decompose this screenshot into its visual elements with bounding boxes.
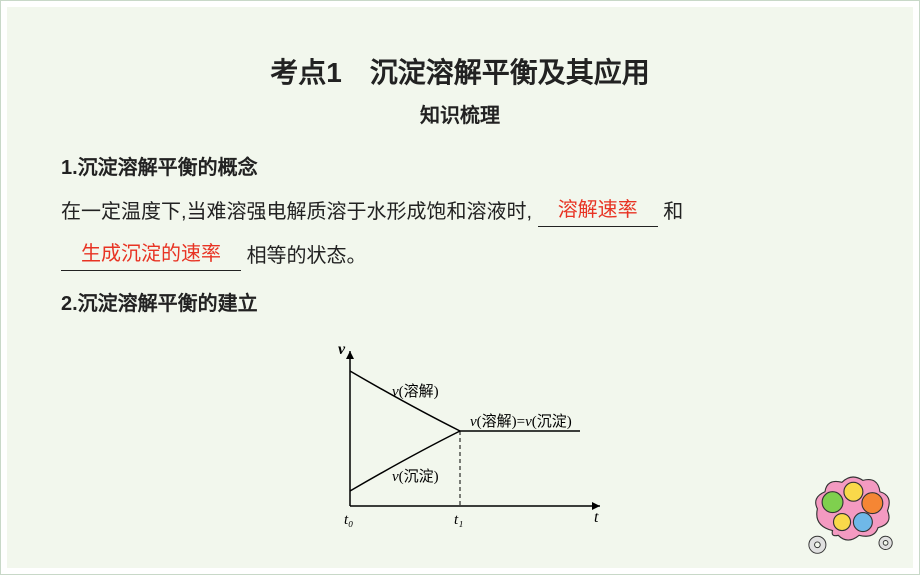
diagram-svg: v v(溶解) v(沉淀) v(溶解)=v(沉淀) t₀ t₁ t (310, 336, 610, 536)
sub-title: 知识梳理 (61, 99, 859, 128)
svg-text:v(沉淀): v(沉淀) (392, 468, 439, 485)
svg-text:t₀: t₀ (344, 512, 353, 528)
text-fragment: 在一定温度下,当难溶强电解质溶于水形成饱和溶液时, (61, 201, 532, 223)
svg-text:v: v (338, 341, 346, 358)
svg-text:v(溶解)=v(沉淀): v(溶解)=v(沉淀) (470, 413, 572, 430)
fill-blank-2: 生成沉淀的速率 (61, 242, 241, 271)
brain-icon (804, 469, 899, 564)
slide-content: 考点1 沉淀溶解平衡及其应用 知识梳理 1.沉淀溶解平衡的概念 在一定温度下,当… (1, 1, 919, 574)
equilibrium-diagram: v v(溶解) v(沉淀) v(溶解)=v(沉淀) t₀ t₁ t (61, 336, 859, 536)
main-title: 考点1 沉淀溶解平衡及其应用 (61, 51, 859, 91)
svg-text:v(溶解): v(溶解) (392, 383, 439, 400)
text-fragment: 和 (663, 201, 683, 223)
body-text-block: 1.沉淀溶解平衡的概念 在一定温度下,当难溶强电解质溶于水形成饱和溶液时, 溶解… (61, 146, 859, 326)
text-fragment: 相等的状态。 (247, 245, 367, 267)
section-1-heading: 1.沉淀溶解平衡的概念 (61, 146, 859, 190)
answer-2: 生成沉淀的速率 (81, 243, 221, 265)
section-2-heading: 2.沉淀溶解平衡的建立 (61, 282, 859, 326)
svg-text:t₁: t₁ (454, 512, 463, 528)
svg-text:t: t (594, 509, 599, 526)
section-1-body: 在一定温度下,当难溶强电解质溶于水形成饱和溶液时, 溶解速率 和 生成沉淀的速率… (61, 190, 859, 278)
answer-1: 溶解速率 (558, 199, 638, 221)
fill-blank-1: 溶解速率 (538, 198, 658, 227)
